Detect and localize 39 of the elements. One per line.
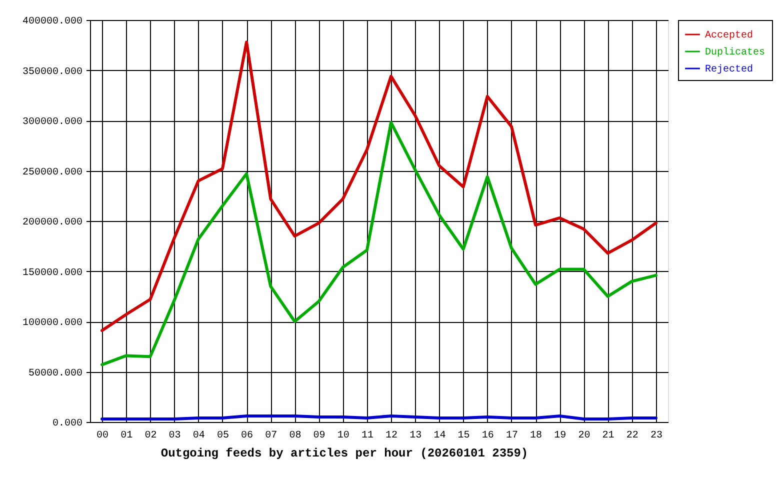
x-tick-label: 18 — [530, 430, 542, 442]
x-tick-label: 16 — [482, 430, 494, 442]
x-tick-label: 20 — [578, 430, 590, 442]
x-tick-label: 11 — [361, 430, 374, 442]
x-tick-label: 07 — [265, 430, 278, 442]
y-tick-label: 150000.000 — [22, 268, 82, 279]
x-tick-label: 04 — [192, 430, 205, 442]
x-tick-label: 01 — [120, 430, 133, 442]
line-series — [100, 40, 658, 332]
x-tick-label: 02 — [144, 430, 157, 442]
y-tick-label: 200000.000 — [22, 218, 82, 228]
legend-label: Rejected — [705, 64, 754, 76]
legend-label: Accepted — [705, 30, 754, 42]
x-tick-label: 15 — [458, 430, 470, 442]
x-tick-label: 00 — [96, 430, 109, 442]
line-series — [100, 121, 658, 366]
x-tick-label: 21 — [602, 430, 614, 442]
x-tick-label: 03 — [168, 430, 181, 442]
y-tick-label: 400000.000 — [22, 16, 82, 28]
x-tick-label: 05 — [216, 430, 229, 442]
x-axis-title: Outgoing feeds by articles per hour (20260101 2359) — [160, 446, 528, 460]
y-tick-label: 100000.000 — [22, 318, 82, 329]
y-tick-label: 350000.000 — [22, 66, 82, 78]
x-tick-label: 14 — [434, 430, 446, 442]
x-tick-label: 19 — [554, 430, 566, 442]
x-tick-label: 09 — [313, 430, 326, 442]
x-tick-label: 12 — [386, 430, 398, 442]
x-tick-label: 10 — [337, 430, 350, 442]
x-tick-label: 06 — [241, 430, 254, 442]
x-tick-label: 23 — [650, 430, 662, 442]
y-tick-label: 300000.000 — [22, 117, 82, 128]
x-tick-label: 13 — [410, 430, 422, 442]
y-tick-label: 250000.000 — [22, 167, 82, 178]
x-tick-label: 17 — [506, 430, 518, 442]
y-tick-label: 50000.000 — [28, 368, 82, 380]
y-tick-label: 0.000 — [52, 418, 82, 430]
legend-label: Duplicates — [705, 46, 766, 58]
x-tick-label: 08 — [289, 430, 302, 442]
x-tick-label: 22 — [626, 430, 638, 442]
